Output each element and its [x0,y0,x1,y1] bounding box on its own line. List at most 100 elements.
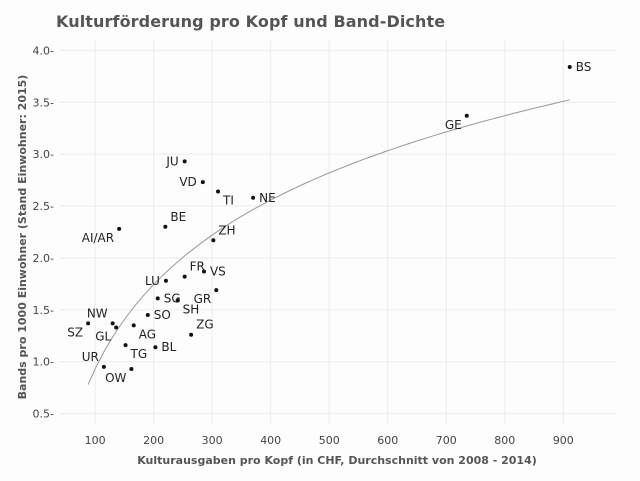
x-tick-label: 900 [553,434,574,447]
x-tick-label: 600 [377,434,398,447]
x-tick-label: 100 [85,434,106,447]
point-marker [189,332,194,337]
point-label: GL [95,329,111,343]
data-point-zg: ZG [189,318,214,337]
point-label: SG [164,291,181,305]
data-point-tg: TG [123,343,148,361]
point-label: JU [165,154,178,168]
y-tick-label: 1.5- [33,304,54,317]
data-point-gl: GL [95,325,119,343]
y-tick-label: 2.5- [33,200,54,213]
data-point-be: BE [163,210,186,229]
point-marker [182,159,187,164]
point-label: SH [183,302,200,316]
point-label: TI [222,194,234,208]
point-label: BL [161,340,176,354]
point-label: OW [105,371,126,385]
point-label: ZG [196,318,214,332]
y-axis-title: Bands pro 1000 Einwohner (Stand Einwohne… [16,75,29,400]
point-marker [110,321,115,326]
point-marker [86,321,91,326]
y-tick-label: 3.0- [33,148,54,161]
chart-title: Kulturförderung pro Kopf und Band-Dichte [56,12,446,31]
point-marker [201,269,206,274]
data-point-ur: UR [82,350,106,369]
point-marker [464,113,469,118]
y-tick-label: 3.5- [33,96,54,109]
point-label: SO [154,308,171,322]
point-marker [117,226,122,231]
x-tick-label: 500 [319,434,340,447]
data-point-sg: SG [155,291,181,305]
x-tick-label: 200 [143,434,164,447]
trend-line [87,99,570,385]
point-label: FR [190,260,205,274]
y-tick-label: 1.0- [33,356,54,369]
point-marker [163,224,168,229]
point-label: AG [139,327,156,341]
point-marker [567,64,572,69]
point-label: AI/AR [82,231,114,245]
point-marker [155,296,160,301]
trend-line-group [87,99,570,385]
point-marker [123,343,128,348]
point-label: GR [194,292,212,306]
point-label: LU [145,274,160,288]
point-marker [101,364,106,369]
point-label: BE [170,210,186,224]
point-label: VD [179,175,196,189]
point-label: BS [576,60,592,74]
data-point-ju: JU [165,154,187,168]
point-marker [114,325,119,330]
data-point-zh: ZH [211,223,236,243]
data-point-ti: TI [216,189,234,208]
data-point-bs: BS [567,60,592,74]
data-point-nw: NW [87,306,115,326]
x-tick-label: 800 [494,434,515,447]
x-tick-label: 700 [436,434,457,447]
y-tick-label: 2.0- [33,252,54,265]
y-tick-label: 4.0- [33,44,54,57]
point-label: VS [210,264,226,278]
point-label: SZ [67,325,83,339]
data-point-ne: NE [251,191,276,205]
data-point-aiar: AI/AR [82,226,122,245]
data-point-ge: GE [445,113,469,132]
point-marker [129,366,134,371]
data-point-sz: SZ [67,321,91,339]
grid-lines [60,40,616,424]
data-point-lu: LU [145,274,168,288]
point-marker [211,238,216,243]
point-marker [251,195,256,200]
data-point-vs: VS [201,264,226,278]
point-marker [216,189,221,194]
point-marker [145,313,150,318]
y-tick-label: 0.5- [33,408,54,421]
point-label: ZH [218,223,235,237]
x-axis-title: Kulturausgaben pro Kopf (in CHF, Durchsc… [137,454,537,467]
point-marker [182,274,187,279]
data-point-vd: VD [179,175,205,189]
point-label: GE [445,118,462,132]
point-label: TG [130,347,148,361]
point-marker [175,298,180,303]
data-point-so: SO [145,308,171,322]
x-tick-label: 300 [202,434,223,447]
point-marker [131,323,136,328]
data-point-ag: AG [131,323,156,341]
x-tick-label: 400 [260,434,281,447]
data-point-gr: GR [194,288,219,306]
point-label: NW [87,306,108,320]
data-point-fr: FR [182,260,205,279]
point-marker [163,278,168,283]
point-marker [214,288,219,293]
data-point-ow: OW [105,366,134,385]
data-point-bl: BL [153,340,177,354]
point-marker [200,180,205,185]
point-marker [153,345,158,350]
data-point-sh: SH [175,298,200,316]
point-label: UR [82,350,99,364]
tick-labels: 100 200 300 400 500 600 700 800 900 0.5- 1.0- 1.5- 2… [33,44,574,447]
